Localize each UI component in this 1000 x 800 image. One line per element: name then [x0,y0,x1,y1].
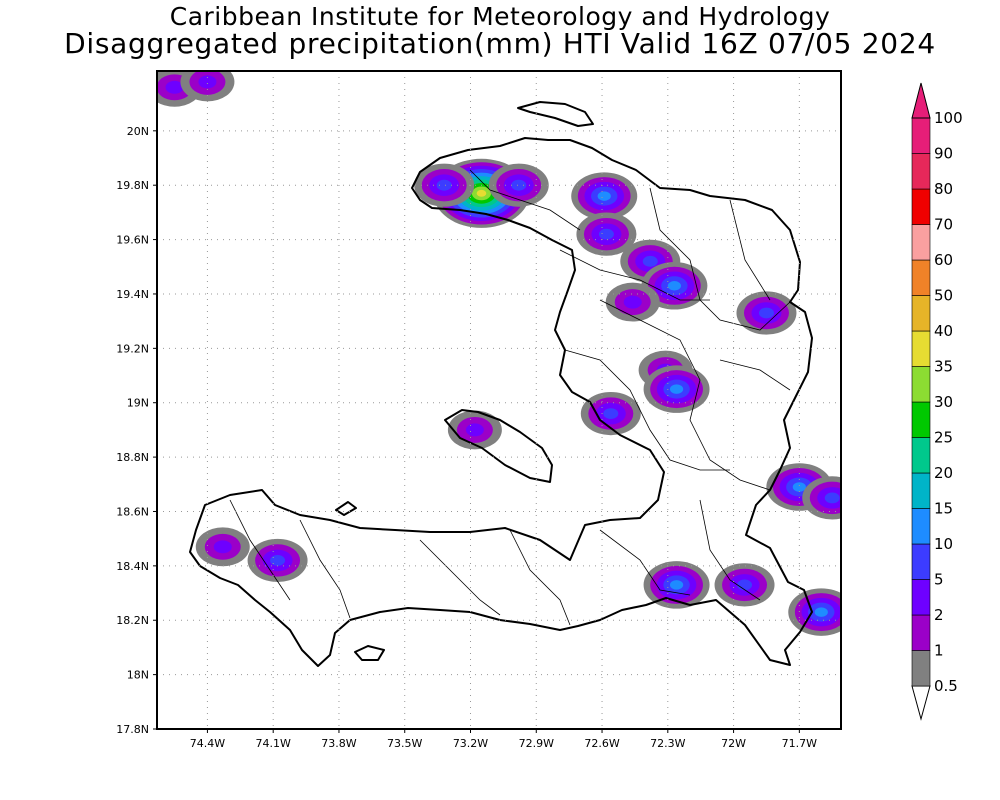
ile-a-vache [354,645,385,661]
rain-cell [643,365,710,413]
colorbar-label: 1 [934,642,944,660]
lat-tick-label: 18.6N [116,505,149,518]
cayemites-island [335,501,357,516]
coastlines [189,101,813,667]
colorbar-swatch [911,330,931,367]
colorbar-swatch [911,508,931,545]
colorbar-swatch [911,295,931,332]
rain-cell [736,291,797,335]
gonave-island [444,409,553,483]
rain-cell [643,561,710,609]
colorbar-min-arrow [911,685,931,721]
lat-tick-label: 17.8N [116,723,149,736]
lat-tick-label: 19.4N [116,288,149,301]
colorbar-label: 20 [934,464,953,482]
colorbar-swatch [911,472,931,509]
rain-cell [447,410,502,450]
lon-tick-label: 72.6W [584,737,619,750]
haiti-mainland-coast [189,137,813,667]
title-line-1: Caribbean Institute for Meteorology and … [169,2,831,31]
lat-tick-label: 19.6N [116,234,149,247]
colorbar-label: 70 [934,216,953,234]
colorbar-max-arrow [911,82,931,119]
colorbar-label: 35 [934,358,953,376]
lat-tick-label: 18N [127,669,149,682]
rain-field [157,71,841,636]
rain-cell [195,527,250,567]
lon-tick-label: 72W [721,737,746,750]
rain-cell [788,588,841,636]
colorbar-label: 30 [934,393,953,411]
colorbar-swatch [911,401,931,438]
colorbar-swatch [911,117,931,154]
lat-tick-label: 20N [127,125,149,138]
rain-cell [605,282,660,322]
colorbar-label: 25 [934,429,953,447]
axis-ticks: 20N 19.8N 19.6N 19.4N 19.2N 19N 18.8N 18.6N 18.4… [116,125,817,750]
lon-tick-label: 71.7W [782,737,817,750]
colorbar-swatch [911,579,931,616]
lon-tick-label: 74.4W [190,737,225,750]
colorbar-label: 5 [934,571,944,589]
rain-cell [802,476,841,520]
rain-cell [180,71,235,102]
colorbar-label: 10 [934,535,953,553]
colorbar-swatch [911,259,931,296]
colorbar-label: 100 [934,109,963,127]
lat-tick-label: 19.8N [116,179,149,192]
colorbar-label: 90 [934,145,953,163]
colorbar-swatch [911,188,931,225]
rain-cell [571,172,638,220]
lat-tick-label: 18.2N [116,614,149,627]
admin-boundaries [229,169,791,626]
map-frame [156,70,842,730]
rain-cell [414,163,475,207]
lon-tick-label: 73.2W [453,737,488,750]
colorbar-swatch [911,543,931,580]
lat-tick-label: 19.2N [116,342,149,355]
lon-tick-label: 72.9W [519,737,554,750]
rain-cell [488,163,549,207]
colorbar-swatch [911,366,931,403]
colorbar-label: 15 [934,500,953,518]
tortuga-island [517,101,594,127]
lon-tick-label: 72.3W [650,737,685,750]
colorbar-label: 80 [934,180,953,198]
colorbar-swatch [911,650,931,687]
colorbar-swatch [911,224,931,261]
colorbar-label: 50 [934,287,953,305]
lon-tick-label: 73.8W [321,737,356,750]
lat-tick-label: 18.4N [116,560,149,573]
lon-tick-label: 73.5W [387,737,422,750]
title-line-2: Disaggregated precipitation(mm) HTI Vali… [64,27,936,60]
colorbar-swatch [911,437,931,474]
colorbar-label: 60 [934,251,953,269]
lat-tick-label: 18.8N [116,451,149,464]
rain-cell [714,563,775,607]
colorbar-label: 40 [934,322,953,340]
colorbar-swatch [911,153,931,190]
rain-cell [247,538,308,583]
colorbar-label: 0.5 [934,677,958,695]
lon-tick-label: 74.1W [256,737,291,750]
colorbar-label: 2 [934,606,944,624]
lat-tick-label: 19N [127,397,149,410]
colorbar-swatch [911,614,931,651]
